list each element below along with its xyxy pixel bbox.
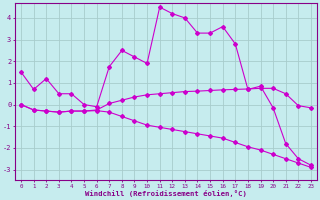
X-axis label: Windchill (Refroidissement éolien,°C): Windchill (Refroidissement éolien,°C) <box>85 190 247 197</box>
